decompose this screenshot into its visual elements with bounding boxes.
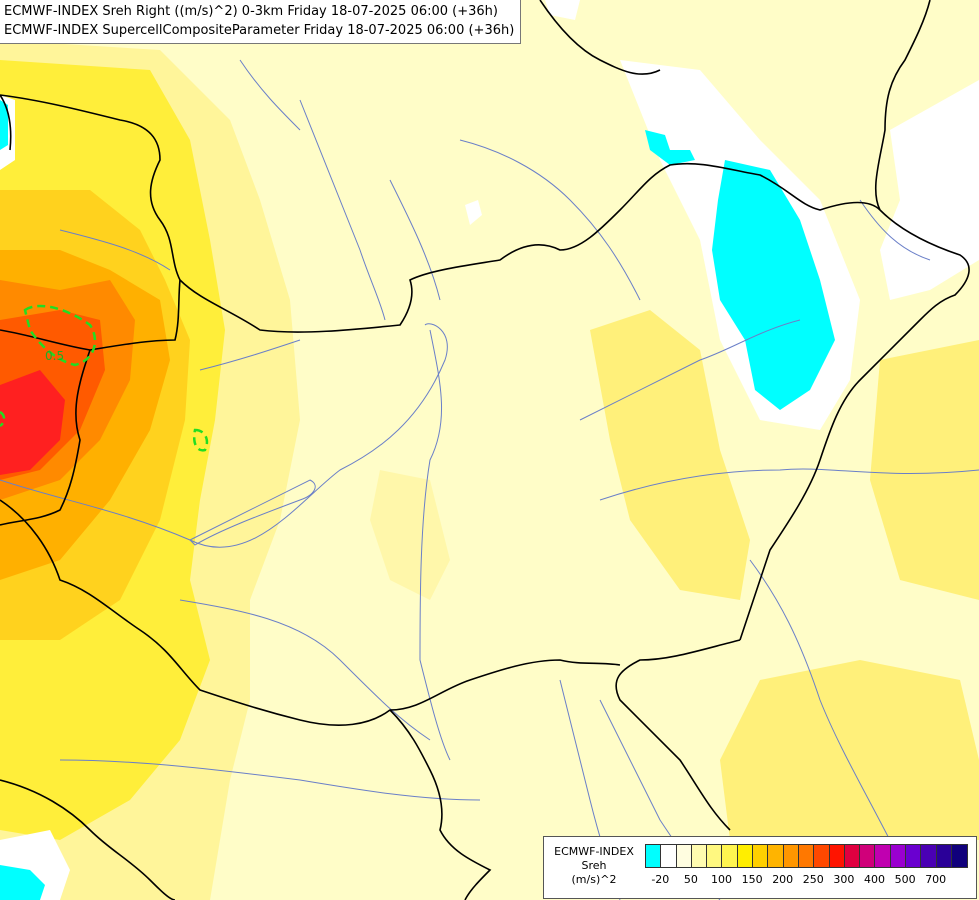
river-hron — [389, 179, 441, 301]
river-north-2 — [239, 59, 301, 131]
legend-swatch — [691, 845, 708, 867]
sreh-field-yellow-east — [590, 310, 750, 600]
border-east — [739, 209, 970, 641]
legend-tick: 150 — [741, 873, 763, 886]
legend-tick: 500 — [894, 873, 916, 886]
river-vah — [299, 99, 386, 321]
map-title-box: ECMWF-INDEX Sreh Right ((m/s)^2) 0-3km F… — [0, 0, 522, 44]
river-drava — [179, 599, 431, 741]
legend-swatch — [661, 845, 677, 867]
legend-swatch — [676, 845, 692, 867]
legend-title: ECMWF-INDEX Sreh (m/s)^2 — [548, 845, 640, 887]
legend-swatch — [844, 845, 861, 867]
legend-tick: 50 — [683, 873, 698, 886]
legend-swatch — [829, 845, 845, 867]
sreh-field-red — [0, 370, 65, 475]
legend-swatch — [768, 845, 784, 867]
river-sava — [59, 759, 481, 801]
border-south-far — [0, 779, 176, 900]
legend-swatch — [875, 845, 891, 867]
legend-ticks: -20 50 100 150 200 250 300 400 500 700 — [645, 873, 967, 889]
border-south — [0, 499, 621, 726]
legend-tick: 300 — [833, 873, 855, 886]
legend-tick: 700 — [925, 873, 947, 886]
river-somes — [579, 319, 801, 421]
legend-title-line-1: ECMWF-INDEX — [554, 845, 634, 858]
sreh-field-yellow-se — [720, 660, 979, 840]
border-west-2 — [0, 349, 91, 526]
legend-swatch — [722, 845, 738, 867]
river-mures — [599, 468, 979, 501]
border-north-1 — [539, 0, 661, 75]
supercell-contour-2 — [193, 428, 209, 452]
sreh-field-cyan-nw — [0, 100, 8, 150]
river-west-1 — [59, 229, 171, 271]
legend-title-line-3: (m/s)^2 — [571, 873, 617, 886]
map-title-line-1: ECMWF-INDEX Sreh Right ((m/s)^2) 0-3km F… — [4, 4, 498, 19]
supercell-contour-3 — [0, 410, 6, 428]
sreh-field-cyan-small — [645, 130, 695, 165]
legend-tick: 250 — [802, 873, 824, 886]
sreh-field-white-ne — [880, 80, 979, 300]
sreh-field-cyan-sw — [0, 865, 45, 900]
river-lake-balaton — [189, 479, 316, 546]
legend-swatch — [936, 845, 952, 867]
river-west-2 — [199, 339, 301, 371]
sreh-field-cyan — [712, 160, 835, 410]
border-south-west — [389, 709, 492, 900]
legend-swatch — [860, 845, 876, 867]
legend-swatch — [890, 845, 907, 867]
legend-swatch — [753, 845, 769, 867]
sreh-field-white-top — [545, 0, 580, 20]
legend-swatch — [921, 845, 937, 867]
legend-swatch — [798, 845, 815, 867]
legend-tick: 100 — [711, 873, 732, 886]
legend-swatch — [646, 845, 662, 867]
color-legend: ECMWF-INDEX Sreh (m/s)^2 -20 50 100 150 200 2… — [543, 836, 977, 899]
legend-tick: 200 — [772, 873, 794, 886]
legend-tick: -20 — [651, 873, 670, 886]
border-north-west — [0, 94, 881, 333]
legend-swatches — [645, 844, 969, 868]
river-east-1 — [859, 199, 931, 261]
legend-swatch — [906, 845, 922, 867]
border-west-north — [0, 94, 12, 151]
legend-title-line-2: Sreh — [581, 859, 607, 872]
legend-tick: 400 — [864, 873, 885, 886]
river-north-1 — [459, 139, 641, 301]
border-north-2 — [874, 0, 931, 211]
map-title-line-2: ECMWF-INDEX SupercellCompositeParameter … — [4, 23, 515, 38]
supercell-contour-1 — [23, 304, 97, 367]
river-tisza — [419, 329, 451, 761]
border-south-east — [615, 639, 741, 831]
legend-swatch — [737, 845, 754, 867]
sreh-field-yellow-e — [870, 340, 979, 600]
legend-swatch — [814, 845, 830, 867]
river-olt — [749, 559, 901, 861]
supercell-contour-label: 0.5 — [45, 349, 64, 363]
legend-swatch — [951, 845, 968, 867]
river-danube — [0, 323, 448, 548]
sreh-field-light-yellow-central — [370, 470, 450, 600]
supercell-contours — [0, 304, 209, 452]
border-west — [0, 279, 181, 351]
legend-swatch — [783, 845, 799, 867]
sreh-field-white-small — [465, 200, 482, 225]
legend-swatch — [707, 845, 723, 867]
